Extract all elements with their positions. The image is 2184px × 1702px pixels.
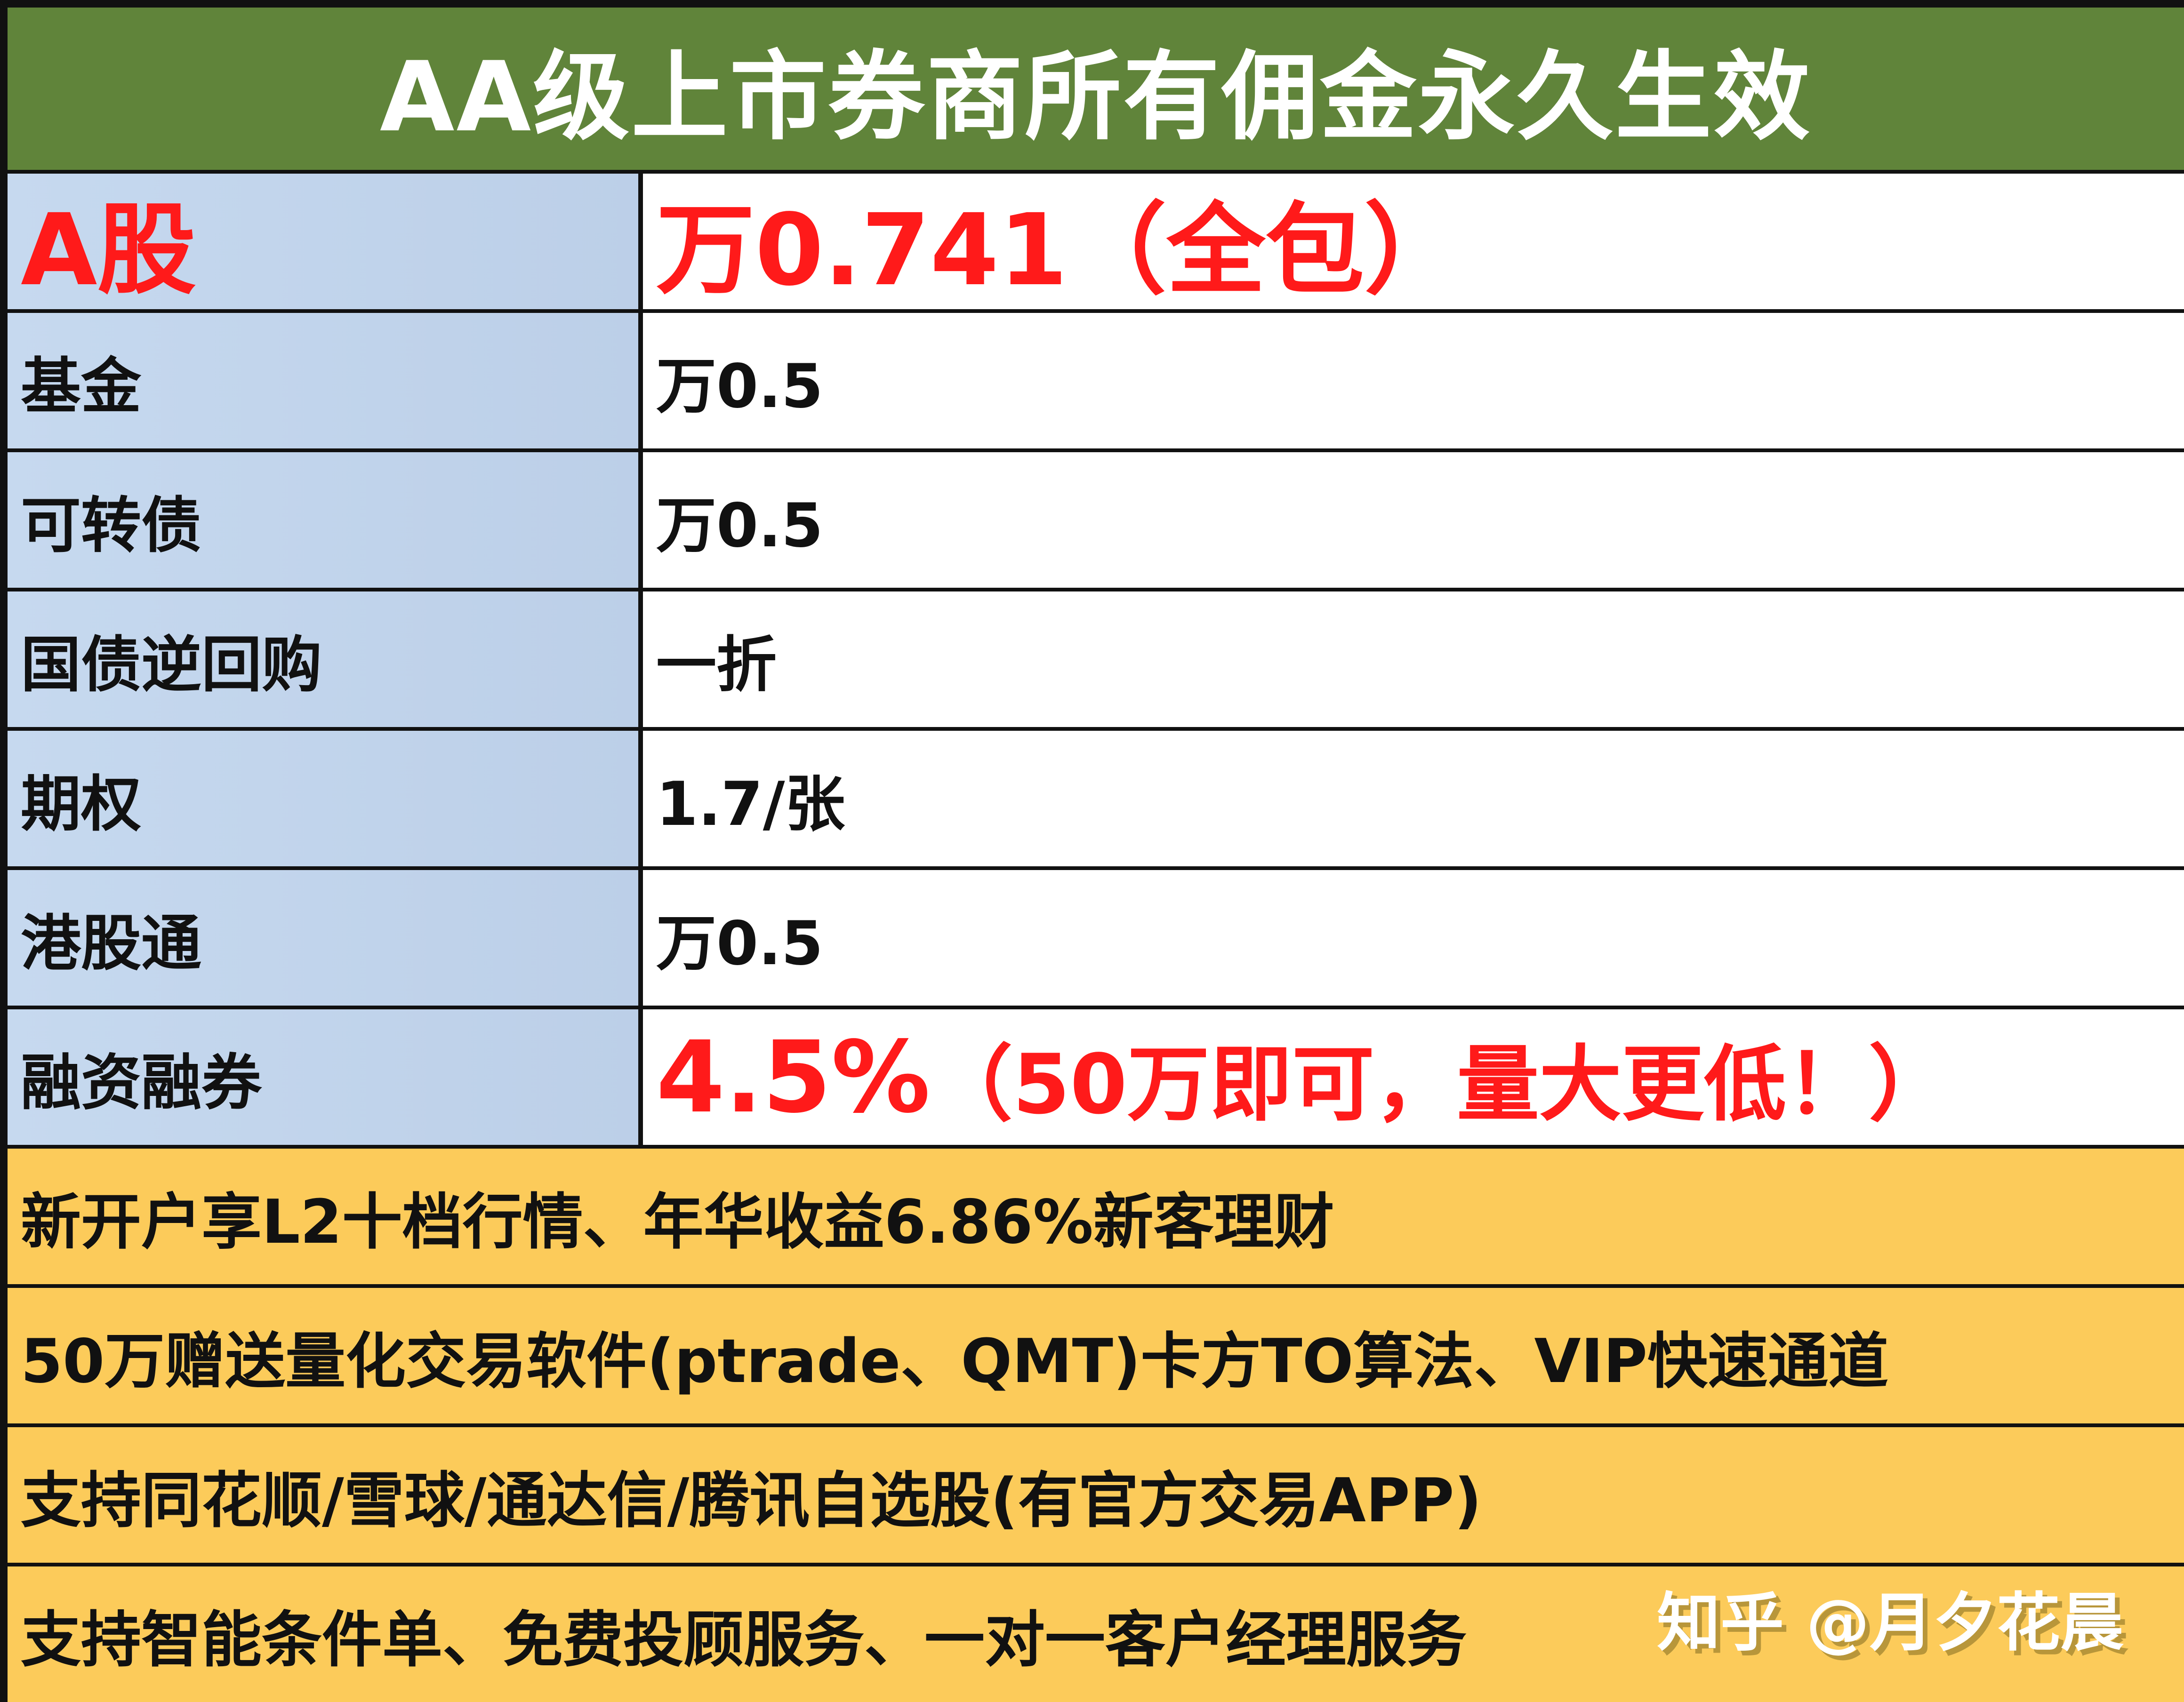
rate-label: 可转债 <box>8 452 638 588</box>
rate-row-a-shares: A股 万0.741（全包） <box>8 174 2184 309</box>
rate-value: 一折 <box>643 591 2184 727</box>
rate-label: 国债逆回购 <box>8 591 638 727</box>
rate-value: 1.7/张 <box>643 731 2184 866</box>
note-row: 50万赠送量化交易软件(ptrade、QMT)卡方TO算法、VIP快速通道 <box>8 1288 2184 1423</box>
rate-value: 万0.5 <box>643 313 2184 448</box>
rate-value: 4.5% （50万即可，量大更低！） <box>643 1009 2184 1145</box>
rate-row-margin: 融资融券 4.5% （50万即可，量大更低！） <box>8 1009 2184 1145</box>
rate-row-reverse-repo: 国债逆回购 一折 <box>8 591 2184 727</box>
note-row: 新开户享L2十档行情、年华收益6.86%新客理财 <box>8 1149 2184 1284</box>
rate-value: 万0.5 <box>643 452 2184 588</box>
table-title: AA级上市券商所有佣金永久生效 <box>8 8 2184 170</box>
rate-label: 基金 <box>8 313 638 448</box>
rate-value: 万0.5 <box>643 870 2184 1006</box>
rate-row-options: 期权 1.7/张 <box>8 731 2184 866</box>
rate-value-note: （50万即可，量大更低！） <box>930 1037 1951 1133</box>
rate-row-convertible-bond: 可转债 万0.5 <box>8 452 2184 588</box>
rate-value-main: 4.5% <box>656 1019 931 1135</box>
rate-row-hk-connect: 港股通 万0.5 <box>8 870 2184 1006</box>
note-row: 支持智能条件单、免费投顾服务、一对一客户经理服务 <box>8 1566 2184 1702</box>
watermark: 知乎 @月夕花晨 <box>1657 1586 2124 1660</box>
rate-label: 港股通 <box>8 870 638 1006</box>
rate-label: A股 <box>8 174 638 309</box>
rate-row-fund: 基金 万0.5 <box>8 313 2184 448</box>
rate-label: 期权 <box>8 731 638 866</box>
rate-label: 融资融券 <box>8 1009 638 1145</box>
note-row: 支持同花顺/雪球/通达信/腾讯自选股(有官方交易APP) <box>8 1427 2184 1563</box>
rate-value: 万0.741（全包） <box>643 174 2184 309</box>
